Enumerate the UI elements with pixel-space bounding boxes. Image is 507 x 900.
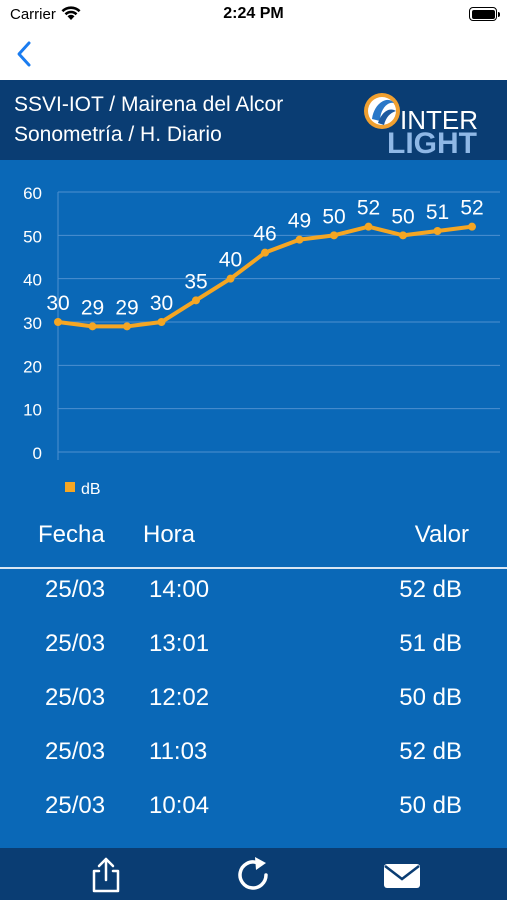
wifi-icon (61, 6, 81, 20)
cell-fecha: 25/03 (45, 792, 106, 819)
data-label: 52 (357, 197, 380, 220)
data-label: 46 (253, 223, 276, 246)
legend-label: dB (81, 481, 101, 498)
data-label: 50 (391, 205, 414, 228)
header-section: Sonometría / H. Diario (14, 123, 222, 146)
y-tick-label: 0 (33, 444, 42, 463)
y-tick-label: 50 (23, 227, 42, 246)
data-label: 40 (219, 249, 242, 272)
table-header: Fecha Hora Valor (0, 515, 507, 567)
cell-hora: 14:00 (149, 576, 210, 603)
data-point (261, 248, 269, 257)
logo-text-bottom: LIGHT (387, 127, 477, 157)
cell-hora: 11:03 (149, 738, 208, 765)
navigation-bar (0, 28, 507, 80)
y-tick-label: 40 (23, 271, 42, 290)
cell-valor: 50 dB (399, 792, 462, 819)
data-point (330, 231, 338, 240)
carrier-label: Carrier (10, 6, 56, 23)
y-tick-label: 20 (23, 357, 42, 376)
cell-valor: 50 dB (399, 684, 462, 711)
table-row[interactable]: 25/03 12:02 50 dB (0, 670, 507, 724)
cell-fecha: 25/03 (45, 630, 106, 657)
data-label: 52 (460, 197, 483, 220)
column-header-fecha: Fecha (38, 521, 105, 548)
cell-valor: 52 dB (399, 738, 462, 765)
interlight-logo: INTER LIGHT (364, 93, 478, 157)
data-label: 35 (184, 270, 207, 293)
data-point (157, 318, 166, 326)
share-icon (92, 857, 120, 893)
column-header-valor: Valor (414, 521, 469, 548)
back-button[interactable] (12, 38, 38, 70)
data-label: 49 (288, 210, 311, 233)
data-point (88, 322, 97, 331)
cell-valor: 51 dB (399, 630, 462, 657)
header-location: SSVI-IOT / Mairena del Alcor (14, 93, 284, 116)
cell-fecha: 25/03 (45, 738, 106, 765)
table-row[interactable]: 25/03 11:03 52 dB (0, 724, 507, 778)
mail-icon (384, 864, 420, 888)
data-label: 29 (115, 296, 138, 319)
refresh-icon (238, 857, 268, 890)
data-point (295, 235, 304, 244)
column-header-hora: Hora (143, 521, 196, 548)
battery-icon (469, 7, 500, 21)
data-point (433, 227, 442, 235)
table-divider (0, 567, 507, 569)
page-header: SSVI-IOT / Mairena del Alcor Sonometría … (0, 80, 507, 160)
data-label: 30 (46, 292, 69, 315)
share-button[interactable] (86, 856, 126, 894)
cell-hora: 13:01 (149, 630, 210, 657)
table-row[interactable]: 25/03 10:04 50 dB (0, 778, 507, 832)
bottom-toolbar (0, 848, 507, 900)
table-body: 25/03 14:00 52 dB 25/03 13:01 51 dB 25/0… (0, 562, 507, 832)
chevron-left-icon (17, 41, 31, 67)
data-point (399, 231, 407, 240)
y-tick-label: 60 (23, 184, 42, 203)
data-point (226, 274, 235, 283)
data-point (123, 322, 131, 331)
cell-fecha: 25/03 (45, 576, 106, 603)
status-bar: Carrier 2:24 PM (0, 0, 507, 28)
status-time: 2:24 PM (223, 5, 284, 22)
y-tick-label: 30 (23, 314, 42, 333)
legend-swatch (65, 482, 75, 492)
data-label: 50 (322, 205, 345, 228)
cell-hora: 10:04 (149, 792, 210, 819)
data-label: 29 (81, 296, 104, 319)
data-label: 30 (150, 292, 173, 315)
y-tick-label: 10 (23, 401, 42, 420)
logo-text-top: INTER (400, 105, 478, 135)
data-point (192, 296, 200, 305)
data-point (468, 222, 476, 231)
table-row[interactable]: 25/03 14:00 52 dB (0, 562, 507, 616)
cell-valor: 52 dB (399, 576, 462, 603)
data-label: 51 (426, 201, 449, 224)
table-row[interactable]: 25/03 13:01 51 dB (0, 616, 507, 670)
data-point (364, 222, 373, 231)
data-point (54, 318, 62, 326)
cell-hora: 12:02 (149, 684, 210, 711)
chart-area: 0 10 20 30 40 50 60 30 29 29 30 35 40 46 49 50 52 50 51 52 d… (0, 160, 507, 505)
refresh-button[interactable] (233, 856, 273, 894)
cell-fecha: 25/03 (45, 684, 106, 711)
mail-button[interactable] (382, 856, 422, 894)
